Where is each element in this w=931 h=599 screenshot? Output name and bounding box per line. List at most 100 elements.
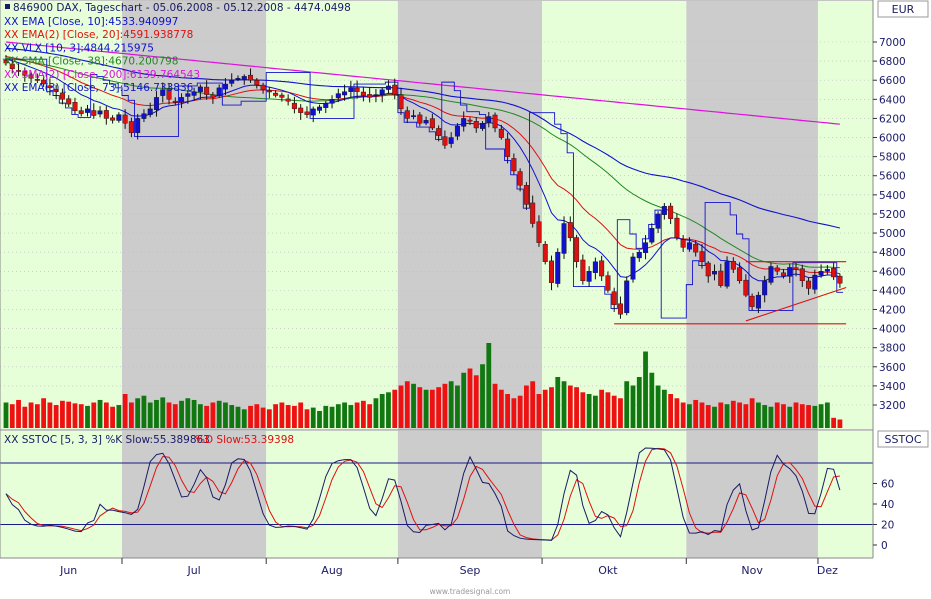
volume-bar (241, 409, 247, 428)
candle-body (354, 87, 360, 92)
price-tick-label-7000: 7000 (879, 37, 906, 49)
stoch-k-line (5, 447, 841, 541)
volume-bar (448, 381, 454, 428)
volume-bar (354, 402, 360, 428)
volume-bar (699, 402, 705, 428)
volume-bar (28, 402, 34, 428)
candle-body (160, 89, 166, 96)
candle-body (649, 228, 655, 243)
volume-bar (429, 389, 435, 428)
candle-body (85, 108, 91, 113)
price-tick-label-6200: 6200 (879, 113, 906, 125)
candle-body (404, 110, 410, 119)
candles (3, 55, 843, 319)
volume-bar (72, 403, 78, 428)
price-tick-label-3400: 3400 (879, 381, 906, 393)
stoch-tick-label-60: 60 (881, 479, 894, 491)
legend-item-2: XX VLX [10, 3]:4844.215975 (4, 42, 154, 54)
volume-bar (292, 405, 297, 428)
candle-body (724, 261, 730, 287)
candle-body (398, 94, 404, 110)
volume-bar (223, 402, 228, 428)
candle-body (166, 88, 172, 100)
legend-item-3: XX SMA [Close, 38]:4670.200798 (4, 56, 178, 68)
volume-bar (524, 385, 529, 428)
volume-bar (674, 398, 680, 428)
candle-body (279, 94, 285, 98)
volume-bar (304, 409, 310, 428)
volume-bar (743, 404, 749, 428)
chart-header: 846900 DAX, Tageschart - 05.06.2008 - 05… (13, 2, 351, 14)
candle-body (605, 275, 611, 291)
price-tick-label-4000: 4000 (879, 324, 906, 336)
volume-bar (9, 404, 15, 428)
volume-bar (505, 394, 510, 428)
volume-bar (687, 404, 692, 428)
volume-bar (774, 402, 780, 428)
candle-body (762, 280, 768, 296)
candle-body (141, 113, 147, 119)
volume-bar (511, 398, 517, 428)
candle-body (429, 118, 435, 129)
volume-bar (367, 404, 373, 428)
volume-bar (34, 404, 40, 428)
price-tick-label-3600: 3600 (879, 362, 906, 374)
candle-body (787, 267, 793, 277)
candle-body (536, 221, 542, 243)
volume-bar (298, 402, 304, 428)
candle-body (204, 86, 210, 95)
volume-bar (335, 404, 341, 428)
candle-body (799, 268, 805, 282)
candle-body (774, 267, 780, 272)
vlx-line (2, 58, 844, 319)
volume-bar (398, 385, 404, 428)
candle-body (837, 275, 843, 284)
volume-bar (172, 404, 178, 428)
candle-body (22, 70, 28, 76)
volume-bar (16, 399, 21, 428)
volume-bar (517, 395, 523, 428)
volume-bar (53, 405, 59, 428)
volume-bar (91, 402, 97, 428)
volume-bar (197, 404, 203, 428)
volume-bar (455, 385, 460, 428)
volume-bar (85, 405, 90, 428)
band-upper-Jul (121, 1, 267, 430)
price-tick-label-6600: 6600 (879, 75, 906, 87)
candle-body (385, 85, 391, 90)
volume-bar (492, 383, 498, 428)
volume-bar (248, 405, 253, 428)
volume-bar (210, 402, 216, 428)
volume-bar (611, 395, 617, 428)
candle-body (241, 76, 247, 81)
candle-body (16, 70, 22, 72)
volume-bar (348, 405, 354, 428)
candle-body (323, 102, 329, 108)
stoch-tick-label-20: 20 (881, 520, 894, 532)
candle-body (511, 158, 517, 172)
month-label-Jul: Jul (186, 564, 200, 577)
ema20-line (5, 56, 840, 275)
band-lower-Jun (0, 431, 122, 558)
month-label-Okt: Okt (598, 564, 618, 577)
candle-body (197, 86, 203, 93)
volume-bar (216, 400, 222, 428)
volume-bar (254, 404, 260, 428)
candle-body (72, 102, 78, 111)
volume-bar (129, 402, 134, 428)
candle-body (636, 251, 642, 259)
volume-bar (3, 402, 9, 428)
volume-bar (41, 398, 47, 428)
candle-body (592, 261, 598, 273)
legend-item-4: XX SMA(2) [Close, 200]:6139.764543 (4, 69, 200, 81)
volume-bar (467, 368, 473, 428)
month-labels: Jun Jul Aug Sep Okt Nov Dez (59, 558, 838, 577)
candle-body (266, 90, 272, 93)
sma200-line (5, 41, 840, 125)
volume-bar (116, 405, 122, 428)
volume-bar (436, 387, 442, 428)
volume-bar (693, 399, 699, 428)
price-tick-label-3200: 3200 (879, 400, 906, 412)
candle-body (285, 98, 291, 102)
candle-body (53, 89, 59, 92)
